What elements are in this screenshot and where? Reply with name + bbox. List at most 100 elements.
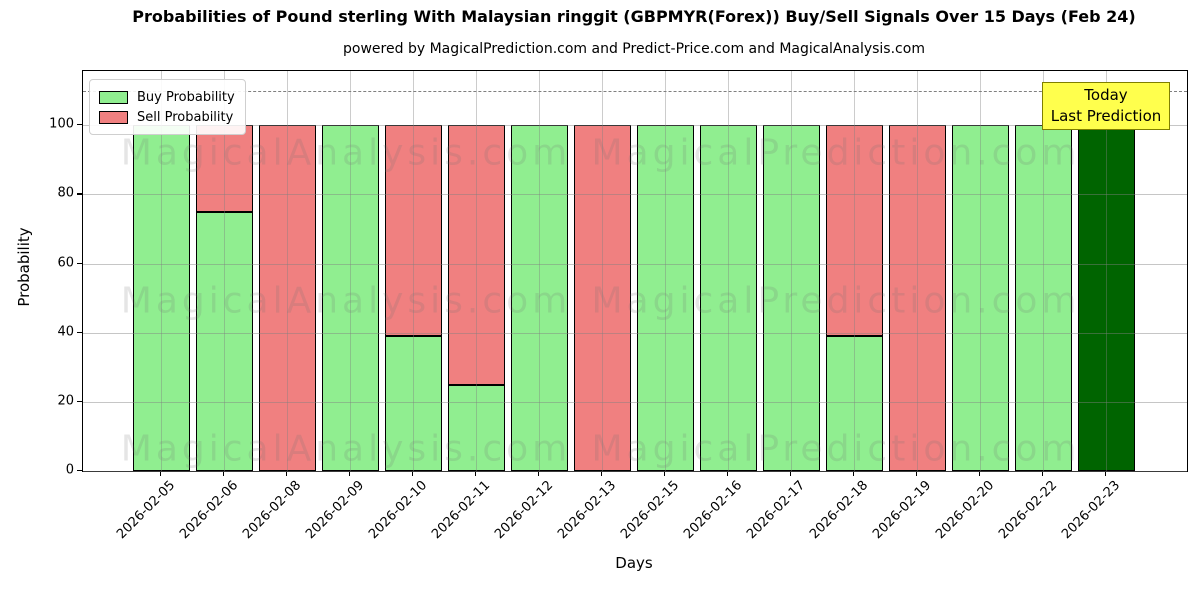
y-tick-label: 60 [57, 255, 74, 271]
y-tick-label: 100 [49, 116, 74, 132]
x-tick-mark [1042, 471, 1044, 476]
x-tick-label: 2026-02-10 [366, 478, 431, 543]
x-tick-label: 2026-02-06 [177, 478, 242, 543]
x-tick-mark [853, 471, 855, 476]
x-tick-mark [979, 471, 981, 476]
v-gridline [224, 71, 225, 471]
x-tick-label: 2026-02-12 [492, 478, 557, 543]
today-annotation: Today Last Prediction [1042, 82, 1170, 130]
v-gridline [854, 71, 855, 471]
buy-segment-2026-02-23 [1077, 125, 1135, 471]
x-tick-label: 2026-02-13 [555, 478, 620, 543]
watermark-text: MagicalAnalysis.com [120, 428, 572, 470]
y-tick-label: 40 [57, 324, 74, 340]
sell-segment-2026-02-11 [447, 125, 505, 385]
buy-segment-2026-02-10 [384, 336, 442, 471]
v-gridline [1106, 71, 1107, 471]
x-tick-label: 2026-02-18 [807, 478, 872, 543]
v-gridline [791, 71, 792, 471]
buy-segment-2026-02-22 [1014, 125, 1072, 471]
v-gridline [665, 71, 666, 471]
x-tick-mark [727, 471, 729, 476]
y-tick-label: 0 [65, 462, 74, 478]
h-gridline [83, 471, 1187, 472]
sell-segment-2026-02-06 [195, 125, 253, 212]
chart-subtitle: powered by MagicalPrediction.com and Pre… [343, 41, 925, 57]
v-gridline [350, 71, 351, 471]
v-gridline [539, 71, 540, 471]
buy-segment-2026-02-16 [699, 125, 757, 471]
h-gridline [83, 125, 1187, 127]
buy-segment-2026-02-12 [510, 125, 568, 471]
x-tick-mark [223, 471, 225, 476]
chart-title: Probabilities of Pound sterling With Mal… [132, 7, 1136, 26]
x-tick-label: 2026-02-23 [1059, 478, 1124, 543]
legend: Buy Probability Sell Probability [89, 79, 246, 135]
x-tick-mark [601, 471, 603, 476]
v-gridline [287, 71, 288, 471]
sell-segment-2026-02-08 [258, 125, 316, 471]
legend-label-sell: Sell Probability [137, 109, 234, 125]
buy-segment-2026-02-17 [762, 125, 820, 471]
buy-segment-2026-02-15 [636, 125, 694, 471]
v-gridline [602, 71, 603, 471]
x-tick-label: 2026-02-16 [681, 478, 746, 543]
y-tick-mark [77, 124, 82, 126]
y-tick-mark [77, 262, 82, 264]
x-tick-mark [475, 471, 477, 476]
threshold-dashed-line [83, 90, 1187, 92]
h-gridline [83, 194, 1187, 196]
legend-item-sell: Sell Probability [99, 107, 235, 127]
x-tick-mark [664, 471, 666, 476]
x-tick-label: 2026-02-17 [744, 478, 809, 543]
x-tick-mark [349, 471, 351, 476]
legend-label-buy: Buy Probability [137, 89, 235, 105]
sell-segment-2026-02-13 [573, 125, 631, 471]
v-gridline [728, 71, 729, 471]
sell-swatch [99, 110, 128, 124]
x-axis-label: Days [615, 554, 653, 572]
watermark-text: MagicalPrediction.com [591, 132, 1081, 174]
x-tick-mark [160, 471, 162, 476]
today-annotation-line2: Last Prediction [1050, 107, 1162, 125]
watermark-text: MagicalAnalysis.com [120, 132, 572, 174]
buy-segment-2026-02-09 [321, 125, 379, 471]
y-tick-mark [77, 400, 82, 403]
plot-area: MagicalAnalysis.com MagicalPrediction.com… [82, 70, 1188, 472]
buy-segment-2026-02-06 [195, 211, 253, 471]
v-gridline [476, 71, 477, 471]
y-tick-label: 20 [57, 393, 74, 409]
buy-segment-2026-02-18 [825, 336, 883, 471]
x-tick-label: 2026-02-20 [933, 478, 998, 543]
x-tick-label: 2026-02-09 [303, 478, 368, 543]
v-gridline [413, 71, 414, 471]
watermark-text: MagicalPrediction.com [591, 280, 1081, 322]
x-tick-label: 2026-02-15 [618, 478, 683, 543]
v-gridline [1043, 71, 1044, 471]
x-tick-mark [538, 471, 540, 476]
y-tick-mark [77, 331, 82, 333]
x-tick-label: 2026-02-08 [240, 478, 305, 543]
sell-segment-2026-02-18 [825, 125, 883, 337]
h-gridline [83, 263, 1187, 265]
x-tick-label: 2026-02-22 [996, 478, 1061, 543]
x-tick-mark [916, 471, 918, 476]
x-tick-mark [790, 471, 792, 476]
today-annotation-line1: Today [1084, 86, 1128, 104]
x-tick-label: 2026-02-11 [429, 478, 494, 543]
x-tick-mark [286, 471, 288, 476]
x-tick-mark [1105, 471, 1107, 476]
buy-segment-2026-02-20 [951, 125, 1009, 471]
y-tick-label: 80 [57, 185, 74, 201]
h-gridline [83, 332, 1187, 334]
buy-segment-2026-02-11 [447, 384, 505, 471]
x-tick-mark [412, 471, 414, 476]
v-gridline [917, 71, 918, 471]
h-gridline [83, 401, 1187, 403]
y-tick-mark [77, 193, 82, 195]
v-gridline [980, 71, 981, 471]
legend-item-buy: Buy Probability [99, 87, 235, 107]
watermark-text: MagicalAnalysis.com [120, 280, 572, 322]
buy-swatch [99, 90, 128, 104]
